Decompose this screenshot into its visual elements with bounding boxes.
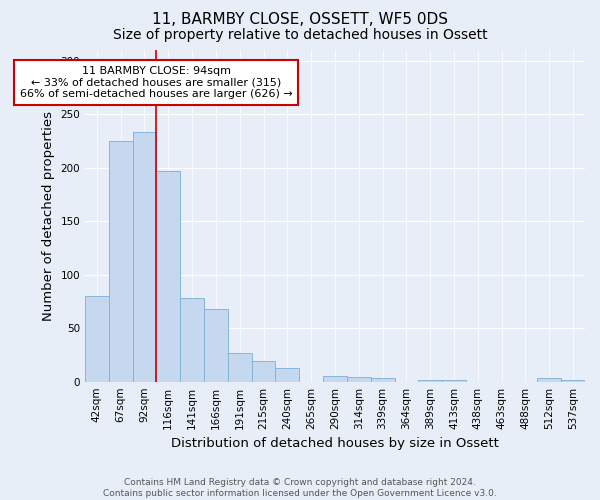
- Bar: [204, 309, 228, 382]
- Bar: [371, 378, 395, 382]
- Text: 11, BARMBY CLOSE, OSSETT, WF5 0DS: 11, BARMBY CLOSE, OSSETT, WF5 0DS: [152, 12, 448, 28]
- Bar: [323, 376, 347, 382]
- Bar: [133, 132, 157, 382]
- Bar: [251, 362, 275, 382]
- Bar: [347, 378, 371, 382]
- Bar: [85, 296, 109, 382]
- Bar: [275, 368, 299, 382]
- Bar: [442, 380, 466, 382]
- Text: 11 BARMBY CLOSE: 94sqm
← 33% of detached houses are smaller (315)
66% of semi-de: 11 BARMBY CLOSE: 94sqm ← 33% of detached…: [20, 66, 293, 99]
- Bar: [418, 380, 442, 382]
- Bar: [228, 353, 251, 382]
- Text: Contains HM Land Registry data © Crown copyright and database right 2024.
Contai: Contains HM Land Registry data © Crown c…: [103, 478, 497, 498]
- Bar: [561, 380, 585, 382]
- Y-axis label: Number of detached properties: Number of detached properties: [42, 111, 55, 321]
- Text: Size of property relative to detached houses in Ossett: Size of property relative to detached ho…: [113, 28, 487, 42]
- Bar: [157, 171, 180, 382]
- X-axis label: Distribution of detached houses by size in Ossett: Distribution of detached houses by size …: [171, 437, 499, 450]
- Bar: [109, 141, 133, 382]
- Bar: [538, 378, 561, 382]
- Bar: [180, 298, 204, 382]
